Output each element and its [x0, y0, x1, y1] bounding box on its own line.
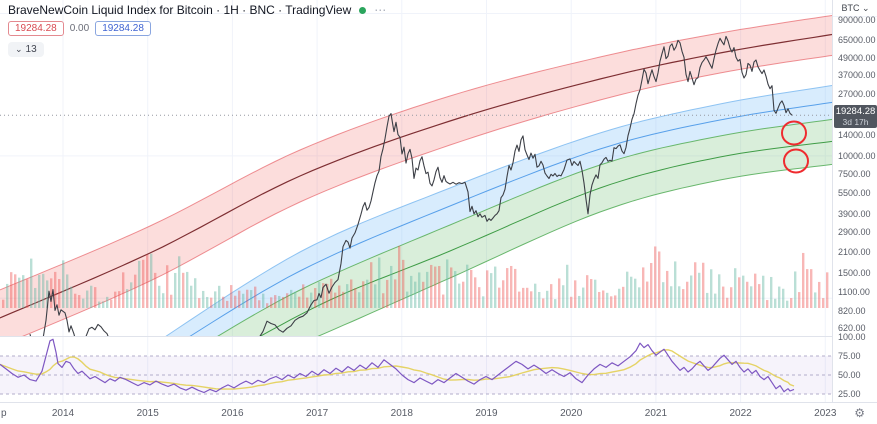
rsi-axis-label: 50.00 [838, 370, 861, 380]
price-axis-label: 1100.00 [838, 287, 870, 298]
rsi-axis-label: 25.00 [838, 389, 861, 399]
rsi-axis-label: 100.00 [838, 332, 866, 342]
price-axis-label: 2900.00 [838, 227, 871, 238]
time-axis-label: 2022 [729, 408, 752, 419]
rsi-ma-line [0, 349, 795, 390]
price-change-value: 0.00 [69, 23, 90, 34]
rsi-line [0, 338, 795, 394]
price-axis-label: 37000.00 [838, 69, 876, 80]
main-price-pane[interactable] [0, 14, 832, 389]
price-line [29, 35, 793, 336]
rsi-pane[interactable] [0, 338, 832, 395]
indicators-collapse-button[interactable]: ⌄ 13 [8, 42, 44, 57]
blue-green-boundary-line [217, 118, 832, 336]
time-axis-label: 2019 [475, 408, 498, 419]
time-axis-label: 2023 [814, 408, 837, 419]
blue-band-center-line [189, 101, 832, 336]
price-axis-label: 90000.00 [838, 14, 876, 25]
price-value-box-blue: 19284.28 [95, 21, 151, 36]
blue-band [166, 85, 832, 336]
rsi-axis-label: 75.00 [838, 351, 861, 361]
chart-legend: BraveNewCoin Liquid Index for Bitcoin · … [8, 3, 387, 57]
time-axis-label: 2015 [136, 408, 159, 419]
market-status-icon [359, 6, 367, 14]
blue-band-top-line [165, 84, 832, 336]
pink-band-center-line [0, 33, 832, 319]
time-axis-label: 2016 [221, 408, 244, 419]
time-axis[interactable]: p 2014 2015 2016 2017 2018 2019 2020 2021 2022 202… [0, 402, 877, 424]
price-axis-label: 7500.00 [838, 168, 871, 179]
price-axis-label: 14000.00 [838, 130, 876, 141]
price-axis-label: 820.00 [838, 305, 866, 316]
indicators-count: 13 [25, 44, 37, 55]
annotation-circle-1[interactable] [781, 120, 807, 146]
chart-canvas[interactable] [0, 0, 832, 402]
price-axis[interactable]: BTC ⌄ 90000.00 65000.00 49000.00 37000.00 27… [832, 0, 877, 402]
time-axis-label: 2018 [390, 408, 413, 419]
more-menu-icon[interactable]: ⋯ [374, 3, 388, 17]
pane-separator[interactable] [0, 336, 877, 337]
time-axis-label: 2017 [305, 408, 329, 419]
chevron-down-icon: ⌄ [15, 44, 23, 54]
time-axis-label: p [1, 408, 7, 419]
bar-countdown: 3d 17h [842, 117, 869, 128]
price-axis-label: 65000.00 [838, 35, 876, 46]
time-axis-label: 2021 [644, 408, 668, 419]
last-price-value: 19284.28 [835, 106, 876, 118]
last-price-badge: 19284.28 3d 17h [834, 105, 877, 129]
gear-icon[interactable]: ⚙ [854, 406, 865, 420]
time-axis-label: 2014 [51, 408, 75, 419]
green-band-bottom-line [317, 163, 832, 336]
grid-lines [0, 0, 832, 402]
annotation-circle-2[interactable] [783, 148, 809, 174]
time-axis-label: 2020 [560, 408, 583, 419]
price-axis-label: 5500.00 [838, 187, 871, 198]
price-axis-label: 10000.00 [838, 150, 876, 161]
volume-bars [2, 245, 829, 308]
price-axis-label: 27000.00 [838, 89, 876, 100]
price-axis-label: 620.00 [838, 322, 866, 333]
pink-band-bottom-line [22, 54, 832, 336]
price-axis-label: 1500.00 [838, 268, 871, 279]
price-axis-label: 3900.00 [838, 209, 871, 220]
currency-selector[interactable]: BTC ⌄ [833, 1, 877, 17]
price-value-box-red: 19284.28 [8, 21, 64, 36]
green-band-center-line [259, 140, 832, 336]
price-axis-label: 2100.00 [838, 247, 871, 258]
symbol-title[interactable]: BraveNewCoin Liquid Index for Bitcoin · … [8, 3, 352, 17]
price-axis-label: 49000.00 [838, 52, 876, 63]
pink-band-top-line [0, 14, 832, 291]
